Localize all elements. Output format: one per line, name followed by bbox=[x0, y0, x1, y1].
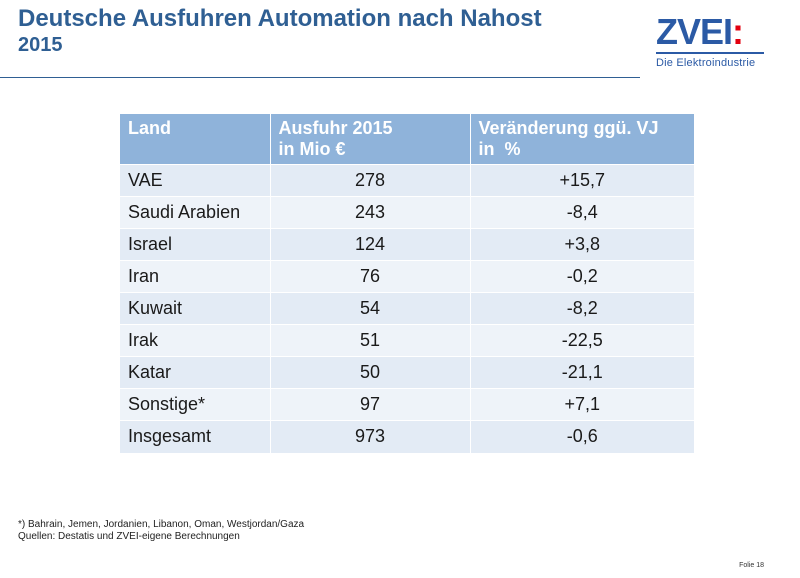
logo-wordmark: ZVEI: bbox=[656, 14, 764, 50]
header-ausfuhr: Ausfuhr 2015 in Mio € bbox=[270, 114, 471, 165]
cell-land: Insgesamt bbox=[120, 420, 271, 453]
header-ausfuhr-line2: in Mio € bbox=[278, 139, 346, 159]
table-header-row: Land Ausfuhr 2015 in Mio € Veränderung g… bbox=[120, 114, 694, 165]
cell-ausfuhr: 97 bbox=[270, 388, 471, 421]
cell-land: Kuwait bbox=[120, 292, 271, 325]
header-ausfuhr-line1: Ausfuhr 2015 bbox=[278, 118, 393, 138]
cell-land: Iran bbox=[120, 260, 271, 293]
cell-ausfuhr: 54 bbox=[270, 292, 471, 325]
cell-ausfuhr: 243 bbox=[270, 196, 471, 229]
page-title-line2: 2015 bbox=[18, 34, 63, 56]
table-row: Saudi Arabien 243 -8,4 bbox=[120, 196, 694, 229]
table-row: Kuwait 54 -8,2 bbox=[120, 292, 694, 325]
footnote-countries: *) Bahrain, Jemen, Jordanien, Libanon, O… bbox=[18, 519, 305, 530]
cell-land: VAE bbox=[120, 164, 271, 197]
cell-ausfuhr: 51 bbox=[270, 324, 471, 357]
table-row: Irak 51 -22,5 bbox=[120, 324, 694, 357]
table-row: Iran 76 -0,2 bbox=[120, 260, 694, 293]
footnote-sources: Quellen: Destatis und ZVEI-eigene Berech… bbox=[18, 531, 240, 542]
cell-veraenderung: +7,1 bbox=[470, 388, 694, 421]
header-veraenderung-line2: in % bbox=[478, 139, 521, 159]
page-title-line1: Deutsche Ausfuhren Automation nach Nahos… bbox=[18, 5, 542, 32]
page-title: Deutsche Ausfuhren Automation nach Nahos… bbox=[18, 4, 542, 56]
table-row-total: Insgesamt 973 -0,6 bbox=[120, 420, 694, 453]
export-table: Land Ausfuhr 2015 in Mio € Veränderung g… bbox=[120, 114, 694, 453]
logo-colon: : bbox=[732, 11, 744, 52]
cell-veraenderung: -8,2 bbox=[470, 292, 694, 325]
header-veraenderung-line1: Veränderung ggü. VJ bbox=[478, 118, 659, 138]
table-row: VAE 278 +15,7 bbox=[120, 164, 694, 197]
cell-ausfuhr: 278 bbox=[270, 164, 471, 197]
cell-ausfuhr: 124 bbox=[270, 228, 471, 261]
cell-land: Israel bbox=[120, 228, 271, 261]
table-row: Sonstige* 97 +7,1 bbox=[120, 388, 694, 421]
cell-ausfuhr: 50 bbox=[270, 356, 471, 389]
cell-veraenderung: -0,2 bbox=[470, 260, 694, 293]
slide-number: Folie 18 bbox=[739, 562, 764, 569]
cell-veraenderung: +3,8 bbox=[470, 228, 694, 261]
cell-ausfuhr: 76 bbox=[270, 260, 471, 293]
cell-veraenderung: -22,5 bbox=[470, 324, 694, 357]
header-land: Land bbox=[120, 114, 271, 165]
table-row: Israel 124 +3,8 bbox=[120, 228, 694, 261]
logo-letters: ZVEI bbox=[656, 11, 733, 52]
cell-veraenderung: -8,4 bbox=[470, 196, 694, 229]
table-row: Katar 50 -21,1 bbox=[120, 356, 694, 389]
header-veraenderung: Veränderung ggü. VJ in % bbox=[470, 114, 694, 165]
cell-ausfuhr: 973 bbox=[270, 420, 471, 453]
zvei-logo: ZVEI: Die Elektroindustrie bbox=[656, 14, 764, 70]
cell-land: Irak bbox=[120, 324, 271, 357]
footnote: *) Bahrain, Jemen, Jordanien, Libanon, O… bbox=[18, 519, 304, 543]
cell-veraenderung: +15,7 bbox=[470, 164, 694, 197]
title-divider bbox=[0, 77, 640, 78]
cell-land: Sonstige* bbox=[120, 388, 271, 421]
cell-veraenderung: -0,6 bbox=[470, 420, 694, 453]
logo-subtitle: Die Elektroindustrie bbox=[656, 57, 756, 69]
cell-land: Saudi Arabien bbox=[120, 196, 271, 229]
logo-divider bbox=[656, 52, 764, 54]
cell-veraenderung: -21,1 bbox=[470, 356, 694, 389]
cell-land: Katar bbox=[120, 356, 271, 389]
